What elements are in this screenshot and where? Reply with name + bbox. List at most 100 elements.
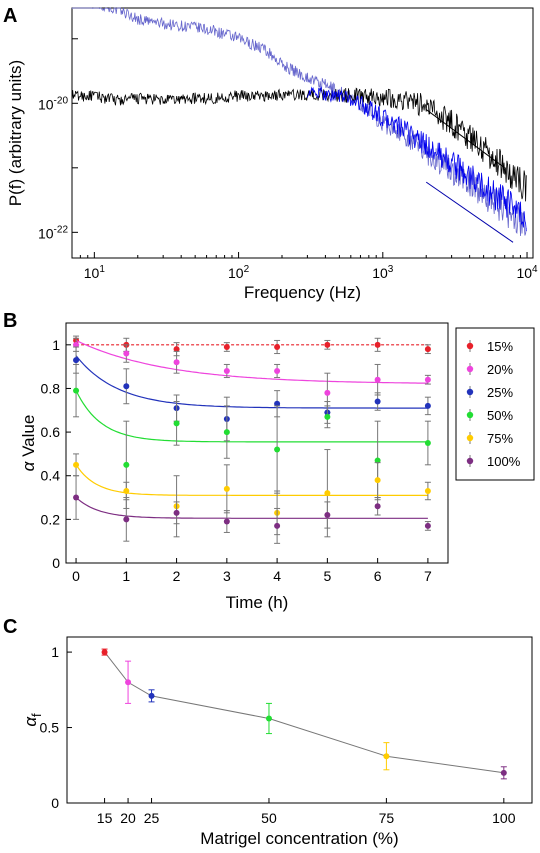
panel-a-chart: 101 102 103 104 10-20 10-22 Frequency (Hz) P(f)… [6,7,538,302]
panel-c-frame [66,636,533,804]
data-point [73,357,80,364]
x-tick-label: 4 [273,568,281,584]
panel-b-chart: 0 1 2 3 4 5 6 7 0 0.2 0.4 0.6 0.8 1 Time (h) α Value 15%… [19,322,535,612]
data-point [424,440,431,446]
data-point [101,649,108,656]
x-tick-label: 15 [97,810,113,826]
panel-a-frame [71,7,534,259]
x-axis-title: Matrigel concentration (%) [200,829,398,848]
data-point [123,383,130,390]
x-tick-label: 101 [84,264,106,281]
y-tick-label: 0 [52,555,60,571]
y-tick-label: 0.8 [41,380,61,396]
power-law-fit-line-0 [425,109,505,169]
y-axis-title: P(f) (arbitrary units) [6,60,25,206]
data-point [73,341,80,348]
fit-curve-2 [75,355,428,409]
power-law-fit-line-1 [425,181,514,243]
data-point [73,494,80,501]
x-tick-label: 25 [144,810,160,826]
x-tick-label: 75 [379,810,395,826]
x-tick-label: 7 [424,568,432,584]
data-point [223,518,230,525]
data-point [223,368,230,374]
data-point [383,753,390,760]
data-point [324,389,331,396]
data-point [173,359,180,366]
data-point [374,503,381,510]
x-tick-label: 104 [516,264,538,281]
data-point [73,461,80,468]
data-point [324,490,331,497]
y-tick-label: 0.4 [41,468,61,484]
data-point [324,413,331,420]
y-tick-label: 1 [52,337,60,353]
legend-marker [466,388,474,396]
panel-c-label: C [3,616,17,638]
y-tick-label: 10-20 [38,95,68,112]
legend-marker [466,411,474,419]
x-tick-label: 100 [492,810,516,826]
data-point [73,387,80,394]
x-tick-label: 2 [173,568,181,584]
data-point [374,457,381,464]
fit-curve-4 [75,464,428,496]
fit-curve-1 [75,339,428,384]
legend: 15% 20% 25% 50% 75% 100% [455,327,535,481]
data-point [223,344,230,350]
spectrum-line-2 [307,85,527,232]
data-point [424,346,431,353]
legend-label: 75% [487,431,513,446]
panel-c-chart: 15 20 25 50 75 100 0 0.5 1 Matrigel concentration… [21,636,533,848]
x-tick-label: 3 [223,568,231,584]
x-tick-label: 5 [323,568,331,584]
fit-curve-5 [75,497,428,519]
data-point [324,512,331,518]
x-tick-label: 6 [374,568,382,584]
y-tick-label: 0.5 [40,720,60,736]
data-point [223,485,230,492]
spectrum-line-0 [71,7,527,237]
data-point [173,346,180,353]
legend-box [455,327,535,481]
legend-marker [466,434,474,442]
data-point [374,376,381,383]
panel-b-label: B [3,310,17,332]
legend-label: 50% [487,408,513,423]
data-point [424,488,431,494]
legend-marker [466,342,474,350]
data-point [424,376,431,383]
legend-marker [466,457,474,465]
legend-label: 100% [487,454,521,469]
x-tick-label: 50 [261,810,277,826]
x-tick-label: 20 [120,810,136,826]
legend-label: 20% [487,362,513,377]
legend-label: 25% [487,385,513,400]
x-axis-title: Time (h) [226,593,289,612]
data-point [125,679,132,686]
data-point [274,368,281,374]
data-point [374,477,381,484]
data-point [500,769,507,776]
y-tick-label: 0.6 [41,424,61,440]
data-point [265,715,272,722]
data-point [123,488,130,494]
data-point [324,341,331,348]
data-point [274,522,281,529]
x-tick-label: 0 [72,568,80,584]
data-point [274,446,281,453]
y-axis-title: αf [21,713,44,727]
data-point [424,402,431,409]
x-tick-label: 103 [372,264,394,281]
data-point [374,341,381,348]
data-point [274,400,281,407]
trend-line [104,651,504,774]
y-tick-label: 10-22 [38,224,68,241]
x-axis-title: Frequency (Hz) [244,283,361,302]
y-axis-title: α Value [19,415,38,472]
data-point [123,461,130,468]
data-point [173,420,180,427]
y-tick-label: 0 [51,795,59,811]
y-tick-label: 0.2 [41,511,61,527]
legend-marker [466,365,474,373]
